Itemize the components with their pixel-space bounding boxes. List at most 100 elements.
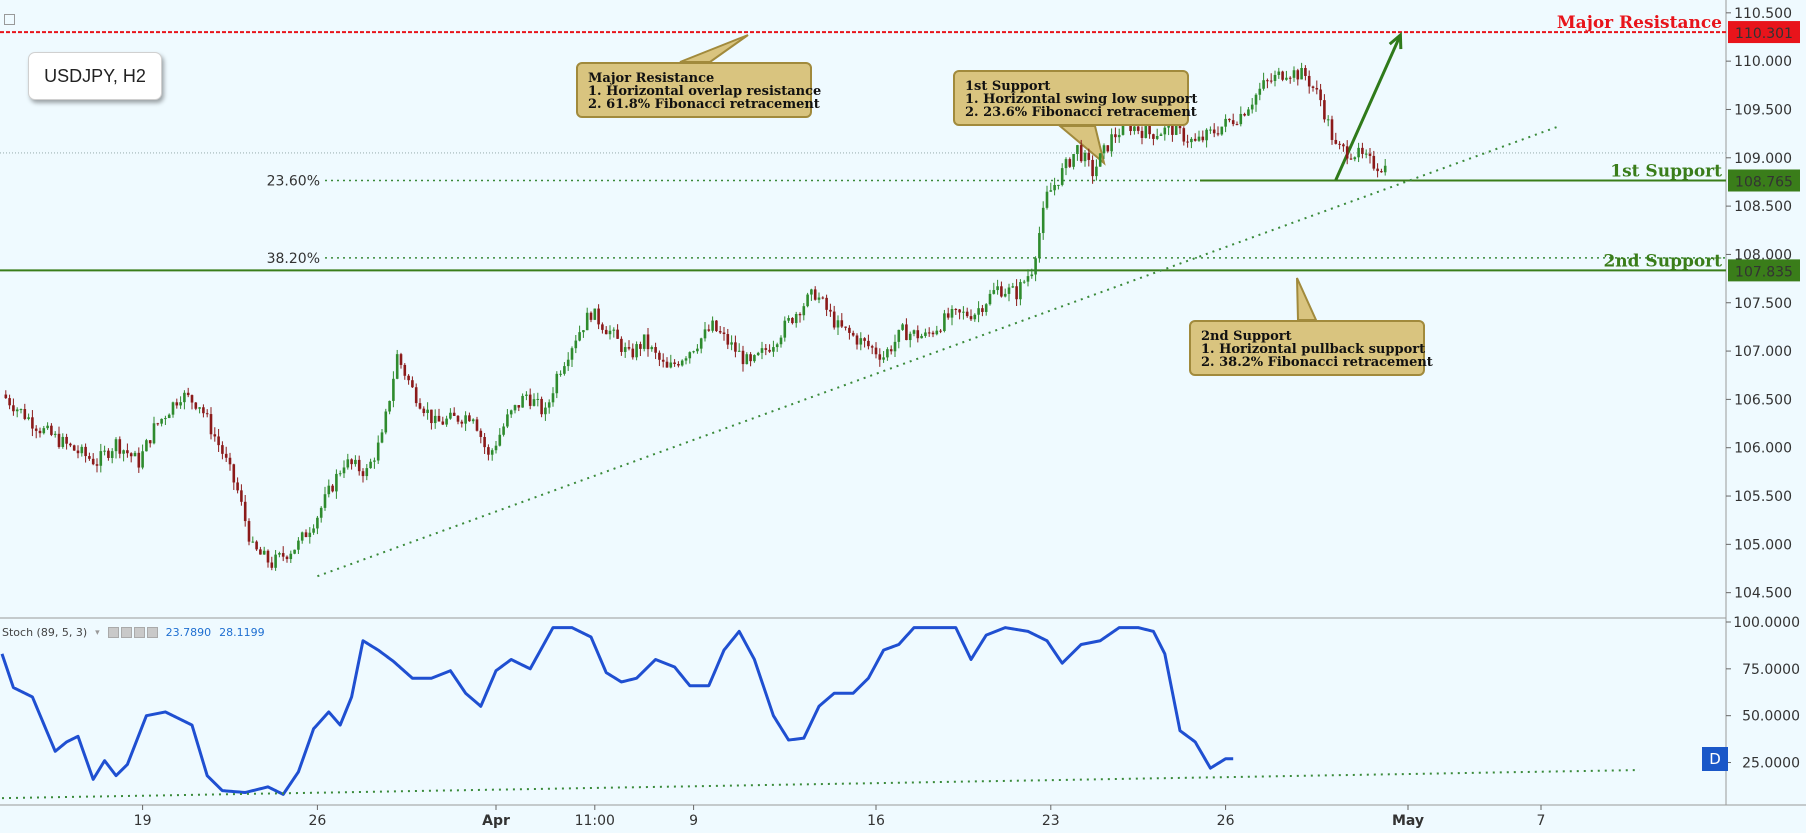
candle-body[interactable] (962, 311, 965, 313)
candle-body[interactable] (1220, 126, 1224, 135)
candle-body[interactable] (1311, 86, 1315, 88)
candle-body[interactable] (1247, 109, 1250, 116)
candle-body[interactable] (1323, 100, 1326, 120)
candle-body[interactable] (867, 340, 870, 347)
candle-body[interactable] (418, 403, 422, 409)
candle-body[interactable] (1266, 80, 1269, 82)
candle-body[interactable] (886, 349, 889, 358)
candle-body[interactable] (281, 553, 285, 557)
candle-body[interactable] (984, 304, 988, 312)
candle-body[interactable] (574, 340, 578, 349)
candle-body[interactable] (741, 350, 745, 365)
candle-body[interactable] (1326, 119, 1330, 121)
candle-body[interactable] (772, 347, 775, 352)
candle-body[interactable] (433, 415, 437, 424)
candle-body[interactable] (604, 329, 608, 335)
candle-body[interactable] (19, 409, 23, 411)
candle-body[interactable] (1167, 124, 1170, 128)
candle-body[interactable] (99, 451, 103, 466)
candle-body[interactable] (684, 358, 688, 361)
candle-body[interactable] (1212, 129, 1216, 134)
candle-body[interactable] (468, 415, 471, 422)
candle-body[interactable] (1197, 136, 1201, 141)
candle-body[interactable] (285, 556, 289, 560)
candle-body[interactable] (217, 436, 220, 446)
candle-body[interactable] (103, 450, 106, 452)
candle-body[interactable] (897, 329, 901, 342)
candle-body[interactable] (635, 344, 638, 358)
candle-body[interactable] (1292, 70, 1296, 78)
stoch-trendline[interactable] (1, 769, 1640, 800)
candle-body[interactable] (718, 331, 722, 333)
candle-body[interactable] (840, 320, 844, 327)
candle-body[interactable] (1190, 138, 1193, 143)
candle-body[interactable] (612, 329, 616, 331)
candle-body[interactable] (1357, 147, 1360, 158)
candle-body[interactable] (91, 458, 95, 465)
candle-body[interactable] (525, 394, 528, 396)
candle-body[interactable] (943, 313, 946, 332)
candle-body[interactable] (726, 334, 730, 345)
candle-body[interactable] (255, 541, 258, 550)
candle-body[interactable] (593, 308, 597, 320)
candle-body[interactable] (734, 342, 737, 352)
candle-body[interactable] (509, 410, 513, 415)
candle-body[interactable] (475, 419, 479, 431)
candle-body[interactable] (1121, 121, 1125, 135)
candle-body[interactable] (50, 425, 53, 435)
candle-body[interactable] (312, 528, 315, 533)
candle-body[interactable] (205, 413, 209, 415)
candle-body[interactable] (449, 412, 452, 419)
candle-body[interactable] (464, 415, 467, 424)
candle-body[interactable] (95, 464, 99, 466)
candle-body[interactable] (403, 364, 407, 376)
candle-body[interactable] (813, 289, 817, 300)
candle-body[interactable] (798, 313, 802, 316)
candle-body[interactable] (426, 409, 429, 414)
candle-body[interactable] (1038, 233, 1041, 259)
candle-body[interactable] (920, 335, 923, 339)
candle-body[interactable] (1364, 153, 1368, 155)
candle-body[interactable] (72, 445, 76, 451)
candle-body[interactable] (369, 461, 372, 469)
candle-body[interactable] (1007, 287, 1011, 294)
candle-body[interactable] (1262, 80, 1265, 89)
candle-body[interactable] (642, 334, 646, 349)
candle-body[interactable] (31, 417, 34, 429)
candle-body[interactable] (1087, 152, 1091, 160)
candle-body[interactable] (783, 320, 787, 338)
candle-body[interactable] (901, 324, 904, 330)
candle-body[interactable] (1273, 74, 1277, 81)
candle-body[interactable] (69, 443, 72, 446)
candle-body[interactable] (365, 468, 369, 477)
candle-body[interactable] (338, 473, 342, 475)
candle-body[interactable] (122, 450, 125, 454)
candle-body[interactable] (1060, 168, 1064, 185)
candle-body[interactable] (194, 402, 198, 409)
candle-body[interactable] (863, 338, 866, 341)
candle-body[interactable] (384, 411, 388, 433)
candle-body[interactable] (243, 501, 247, 522)
candle-body[interactable] (973, 314, 977, 320)
candle-body[interactable] (817, 297, 821, 300)
candle-body[interactable] (555, 373, 559, 394)
candle-body[interactable] (1000, 286, 1003, 297)
candle-body[interactable] (213, 434, 217, 437)
candle-body[interactable] (437, 415, 441, 422)
candle-body[interactable] (806, 294, 809, 307)
candle-body[interactable] (1186, 141, 1189, 143)
candle-body[interactable] (1095, 166, 1098, 177)
candle-body[interactable] (775, 344, 779, 348)
candle-body[interactable] (1057, 184, 1060, 186)
candle-body[interactable] (388, 400, 391, 412)
candle-body[interactable] (15, 409, 19, 412)
stoch-title[interactable]: Stoch (89, 5, 3) (2, 626, 88, 639)
candle-body[interactable] (528, 394, 532, 406)
candle-body[interactable] (148, 440, 152, 444)
candle-body[interactable] (110, 451, 114, 458)
candle-body[interactable] (627, 347, 631, 349)
candle-body[interactable] (601, 324, 604, 330)
candle-body[interactable] (802, 306, 806, 316)
candle-body[interactable] (870, 346, 874, 348)
candle-body[interactable] (361, 471, 365, 477)
